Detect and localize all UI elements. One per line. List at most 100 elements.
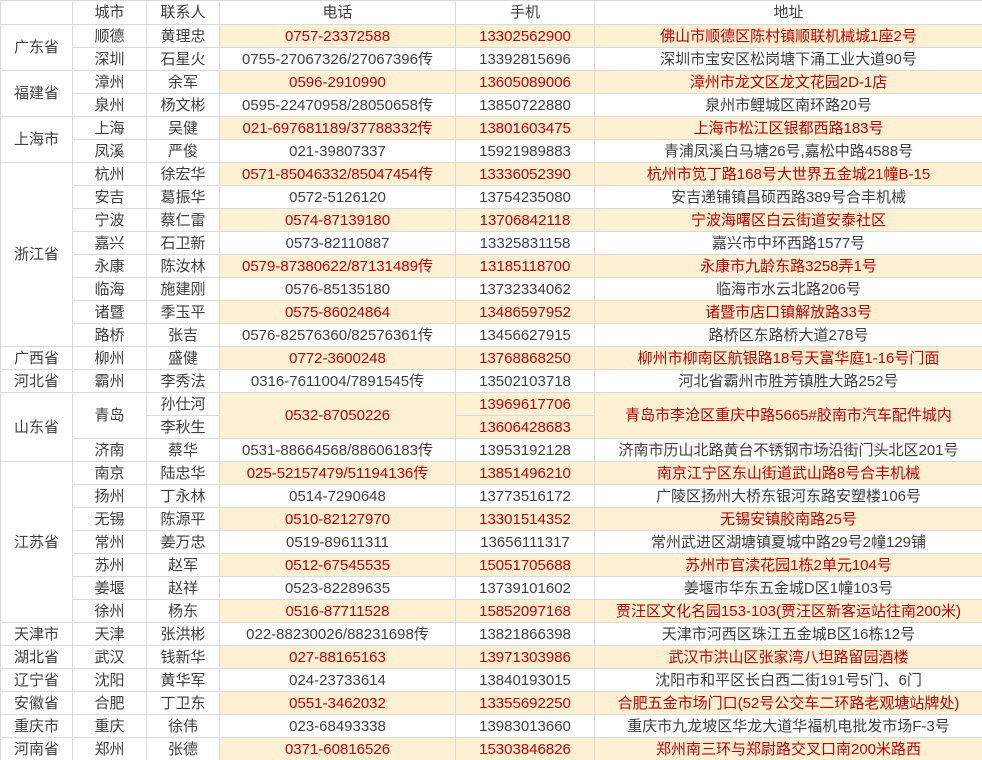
cell-contact[interactable]: 季玉平: [146, 300, 220, 324]
cell-phone[interactable]: 0574-87139180: [219, 208, 456, 232]
cell-mobile[interactable]: 15051705688: [455, 553, 595, 577]
cell-city[interactable]: 宁波: [72, 208, 147, 232]
cell-province[interactable]: 天津市: [0, 622, 73, 646]
cell-address[interactable]: 天津市河西区珠江五金城B区16栋12号: [594, 622, 982, 646]
cell-contact[interactable]: 葛振华: [146, 185, 220, 209]
cell-mobile[interactable]: 13773516172: [455, 484, 595, 508]
cell-address[interactable]: 青岛市李沧区重庆中路5665#胶南市汽车配件城内: [594, 392, 982, 439]
cell-phone[interactable]: 0576-85135180: [219, 277, 456, 301]
cell-phone[interactable]: 0595-22470958/28050658传: [219, 93, 456, 117]
cell-mobile[interactable]: 13850722880: [455, 93, 595, 117]
cell-contact[interactable]: 盛健: [146, 346, 220, 370]
cell-mobile[interactable]: 13502103718: [455, 369, 595, 393]
cell-address[interactable]: 南京江宁区东山街道武山路8号合丰机械: [594, 461, 982, 485]
cell-contact[interactable]: 张洪彬: [146, 622, 220, 646]
cell-address[interactable]: 合肥五金市场门口(52号公交车二环路老观塘站牌处): [594, 691, 982, 715]
cell-contact[interactable]: 陈源平: [146, 507, 220, 531]
cell-contact[interactable]: 杨文彬: [146, 93, 220, 117]
cell-phone[interactable]: 0519-89611311: [219, 530, 456, 554]
cell-contact[interactable]: 张吉: [146, 323, 220, 347]
cell-city[interactable]: 霸州: [72, 369, 147, 393]
cell-mobile[interactable]: 13392815696: [455, 47, 595, 71]
cell-province[interactable]: 山东省: [0, 392, 73, 462]
cell-address[interactable]: 柳州市柳南区航银路18号天富华庭1-16号门面: [594, 346, 982, 370]
cell-province[interactable]: 河南省: [0, 737, 73, 760]
cell-city[interactable]: 泉州: [72, 93, 147, 117]
cell-address[interactable]: 宁波海曙区白云街道安泰社区: [594, 208, 982, 232]
cell-mobile[interactable]: 13302562900: [455, 24, 595, 48]
cell-address[interactable]: 重庆市九龙坡区华龙大道华福机电批发市场F-3号: [594, 714, 982, 738]
cell-province[interactable]: 福建省: [0, 70, 73, 117]
cell-phone[interactable]: 0512-67545535: [219, 553, 456, 577]
cell-phone[interactable]: 027-88165163: [219, 645, 456, 669]
cell-contact[interactable]: 徐伟: [146, 714, 220, 738]
cell-city[interactable]: 杭州: [72, 162, 147, 186]
cell-mobile[interactable]: 13768868250: [455, 346, 595, 370]
cell-city[interactable]: 无锡: [72, 507, 147, 531]
cell-mobile[interactable]: 13739101602: [455, 576, 595, 600]
cell-city[interactable]: 柳州: [72, 346, 147, 370]
cell-address[interactable]: 济南市历山北路黄台不锈钢市场沿街门头北区201号: [594, 438, 982, 462]
cell-phone[interactable]: 021-697681189/37788332传: [219, 116, 456, 140]
cell-mobile[interactable]: 13851496210: [455, 461, 595, 485]
cell-city[interactable]: 嘉兴: [72, 231, 147, 255]
cell-mobile[interactable]: 13325831158: [455, 231, 595, 255]
cell-province[interactable]: 广东省: [0, 24, 73, 71]
cell-contact[interactable]: 李秀法: [146, 369, 220, 393]
cell-phone[interactable]: 0755-27067326/27067396传: [219, 47, 456, 71]
cell-mobile[interactable]: 13953192128: [455, 438, 595, 462]
cell-address[interactable]: 青浦凤溪白马塘26号,嘉松中路4588号: [594, 139, 982, 163]
cell-phone[interactable]: 0571-85046332/85047454传: [219, 162, 456, 186]
cell-city[interactable]: 重庆: [72, 714, 147, 738]
cell-province[interactable]: 广西省: [0, 346, 73, 370]
cell-contact[interactable]: 赵祥: [146, 576, 220, 600]
cell-contact[interactable]: 施建刚: [146, 277, 220, 301]
cell-phone[interactable]: 0579-87380622/87131489传: [219, 254, 456, 278]
cell-contact[interactable]: 孙仕河: [146, 392, 220, 416]
cell-city[interactable]: 安吉: [72, 185, 147, 209]
cell-city[interactable]: 济南: [72, 438, 147, 462]
cell-province[interactable]: 浙江省: [0, 162, 73, 347]
cell-phone[interactable]: 0757-23372588: [219, 24, 456, 48]
cell-contact[interactable]: 陈汝林: [146, 254, 220, 278]
cell-address[interactable]: 郑州南三环与郑尉路交叉口南200米路西: [594, 737, 982, 760]
cell-mobile[interactable]: 15303846826: [455, 737, 595, 760]
cell-mobile[interactable]: 13185118700: [455, 254, 595, 278]
cell-mobile[interactable]: 13656111317: [455, 530, 595, 554]
cell-city[interactable]: 武汉: [72, 645, 147, 669]
cell-mobile[interactable]: 15921989883: [455, 139, 595, 163]
cell-mobile[interactable]: 13754235080: [455, 185, 595, 209]
cell-address[interactable]: 路桥区东路桥大道278号: [594, 323, 982, 347]
cell-contact[interactable]: 张德: [146, 737, 220, 760]
cell-phone[interactable]: 0371-60816526: [219, 737, 456, 760]
cell-address[interactable]: 杭州市笕丁路168号大世界五金城21幢B-15: [594, 162, 982, 186]
cell-phone[interactable]: 024-23733614: [219, 668, 456, 692]
cell-city[interactable]: 凤溪: [72, 139, 147, 163]
cell-phone[interactable]: 0316-7611004/7891545传: [219, 369, 456, 393]
cell-phone[interactable]: 0551-3462032: [219, 691, 456, 715]
cell-mobile[interactable]: 15852097168: [455, 599, 595, 623]
cell-phone[interactable]: 021-39807337: [219, 139, 456, 163]
cell-contact[interactable]: 丁永林: [146, 484, 220, 508]
cell-address[interactable]: 上海市松江区银都西路183号: [594, 116, 982, 140]
cell-contact[interactable]: 黄华军: [146, 668, 220, 692]
cell-address[interactable]: 河北省霸州市胜芳镇胜大路252号: [594, 369, 982, 393]
cell-address[interactable]: 贾汪区文化名园153-103(贾汪区新客运站往南200米): [594, 599, 982, 623]
cell-address[interactable]: 临海市水云北路206号: [594, 277, 982, 301]
cell-city[interactable]: 深圳: [72, 47, 147, 71]
cell-address[interactable]: 永康市九龄东路3258弄1号: [594, 254, 982, 278]
cell-mobile[interactable]: 13706842118: [455, 208, 595, 232]
cell-phone[interactable]: 0532-87050226: [219, 392, 456, 439]
cell-mobile[interactable]: 13301514352: [455, 507, 595, 531]
cell-province[interactable]: 江苏省: [0, 461, 73, 623]
cell-mobile[interactable]: 13486597952: [455, 300, 595, 324]
cell-phone[interactable]: 0572-5126120: [219, 185, 456, 209]
cell-phone[interactable]: 023-68493338: [219, 714, 456, 738]
cell-address[interactable]: 嘉兴市中环西路1577号: [594, 231, 982, 255]
cell-city[interactable]: 顺德: [72, 24, 147, 48]
cell-mobile[interactable]: 13801603475: [455, 116, 595, 140]
cell-address[interactable]: 武汉市洪山区张家湾八坦路留园酒楼: [594, 645, 982, 669]
cell-mobile[interactable]: 13983013660: [455, 714, 595, 738]
cell-city[interactable]: 沈阳: [72, 668, 147, 692]
cell-city[interactable]: 合肥: [72, 691, 147, 715]
